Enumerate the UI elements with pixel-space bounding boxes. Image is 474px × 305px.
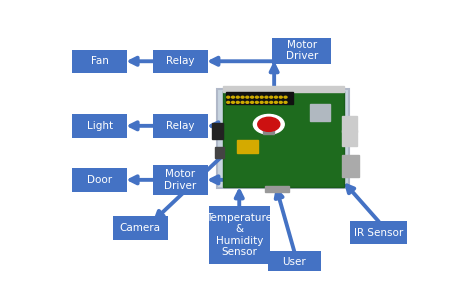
Circle shape bbox=[246, 96, 249, 98]
Circle shape bbox=[255, 102, 258, 103]
Circle shape bbox=[284, 102, 287, 103]
Circle shape bbox=[279, 102, 282, 103]
Bar bbox=[310, 104, 330, 121]
Circle shape bbox=[260, 102, 263, 103]
FancyBboxPatch shape bbox=[72, 49, 127, 73]
Bar bbox=[227, 92, 293, 103]
Bar bbox=[342, 155, 359, 177]
Circle shape bbox=[258, 117, 280, 131]
Bar bbox=[263, 127, 274, 134]
Text: Relay: Relay bbox=[166, 56, 195, 66]
FancyBboxPatch shape bbox=[72, 114, 127, 138]
Circle shape bbox=[251, 96, 254, 98]
Text: User: User bbox=[283, 257, 306, 267]
Text: Temperature
&
Humidity
Sensor: Temperature & Humidity Sensor bbox=[206, 213, 272, 257]
FancyBboxPatch shape bbox=[223, 91, 344, 187]
Circle shape bbox=[270, 102, 273, 103]
Text: Motor
Driver: Motor Driver bbox=[164, 169, 197, 191]
FancyBboxPatch shape bbox=[153, 49, 208, 73]
Circle shape bbox=[227, 102, 230, 103]
Circle shape bbox=[260, 96, 263, 98]
Circle shape bbox=[274, 102, 277, 103]
FancyBboxPatch shape bbox=[72, 168, 127, 192]
FancyBboxPatch shape bbox=[217, 89, 349, 188]
Circle shape bbox=[254, 114, 284, 134]
Text: Light: Light bbox=[87, 121, 113, 131]
FancyBboxPatch shape bbox=[153, 165, 208, 195]
Text: IR Sensor: IR Sensor bbox=[354, 228, 403, 238]
Circle shape bbox=[265, 102, 268, 103]
Bar bbox=[215, 147, 224, 158]
Circle shape bbox=[231, 96, 235, 98]
Bar bbox=[265, 186, 289, 192]
Bar bbox=[342, 116, 357, 132]
Text: Door: Door bbox=[87, 175, 112, 185]
Bar bbox=[212, 124, 223, 139]
Circle shape bbox=[241, 96, 244, 98]
Circle shape bbox=[284, 96, 287, 98]
FancyBboxPatch shape bbox=[272, 38, 331, 64]
Circle shape bbox=[231, 102, 235, 103]
FancyBboxPatch shape bbox=[268, 251, 321, 272]
Circle shape bbox=[255, 96, 258, 98]
Circle shape bbox=[227, 96, 230, 98]
Text: Motor
Driver: Motor Driver bbox=[285, 40, 318, 62]
FancyBboxPatch shape bbox=[350, 221, 407, 244]
Text: Camera: Camera bbox=[119, 223, 161, 233]
Circle shape bbox=[274, 96, 277, 98]
Bar bbox=[223, 86, 344, 92]
Circle shape bbox=[241, 102, 244, 103]
FancyBboxPatch shape bbox=[112, 216, 168, 240]
Circle shape bbox=[270, 96, 273, 98]
Bar bbox=[342, 130, 357, 146]
Text: Fan: Fan bbox=[91, 56, 109, 66]
FancyBboxPatch shape bbox=[153, 114, 208, 138]
FancyBboxPatch shape bbox=[209, 206, 270, 264]
Text: Relay: Relay bbox=[166, 121, 195, 131]
Circle shape bbox=[251, 102, 254, 103]
Circle shape bbox=[246, 102, 249, 103]
Bar bbox=[237, 140, 258, 153]
Circle shape bbox=[279, 96, 282, 98]
Circle shape bbox=[237, 96, 239, 98]
Circle shape bbox=[265, 96, 268, 98]
Circle shape bbox=[237, 102, 239, 103]
